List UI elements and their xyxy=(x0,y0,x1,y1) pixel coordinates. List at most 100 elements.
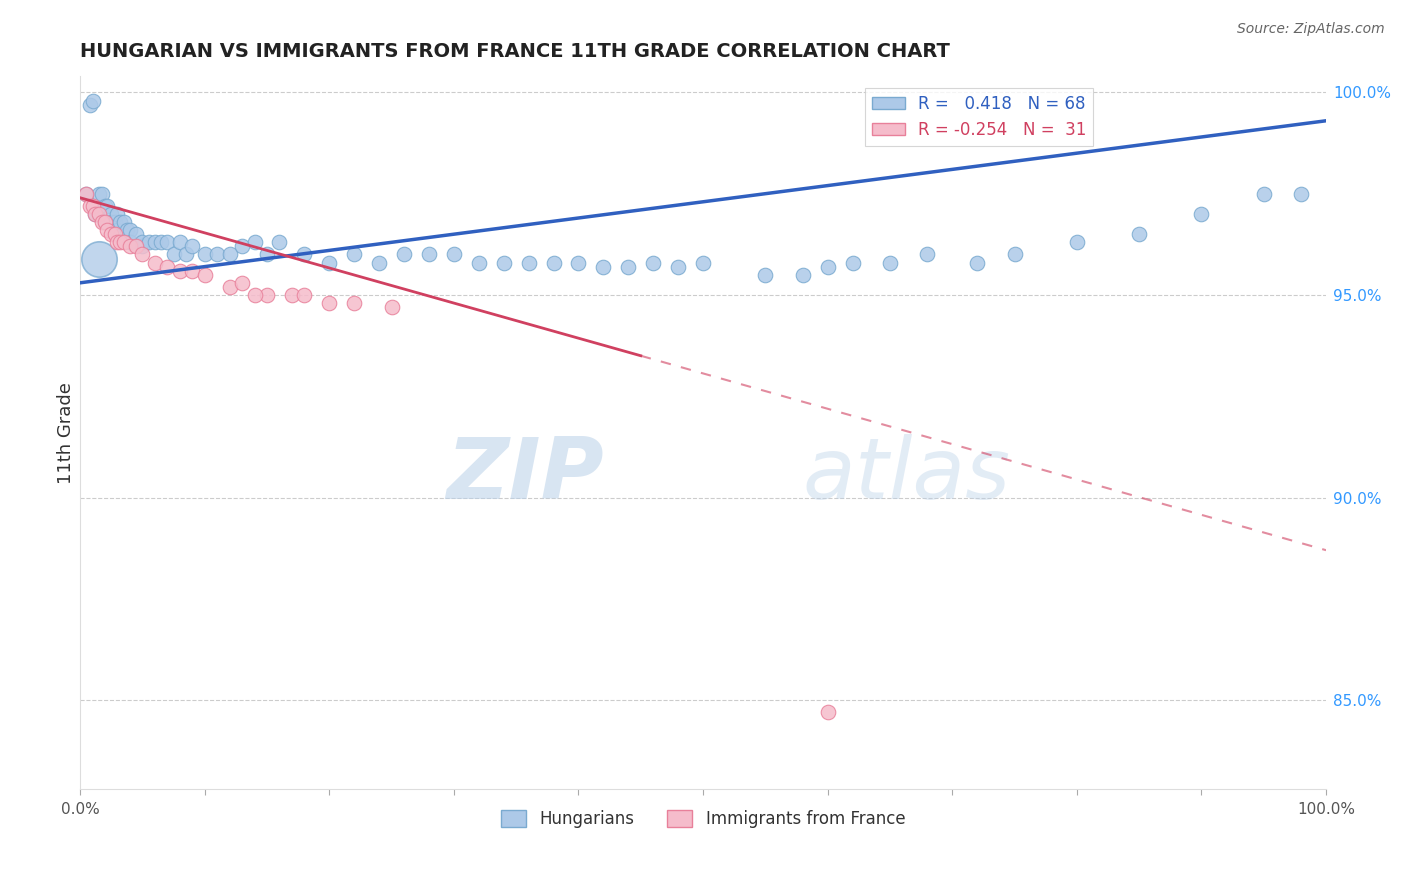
Point xyxy=(174,247,197,261)
Point xyxy=(318,255,340,269)
Point xyxy=(1253,186,1275,201)
Point xyxy=(94,199,117,213)
Point xyxy=(96,223,118,237)
Point xyxy=(82,94,104,108)
Point xyxy=(643,255,665,269)
Point xyxy=(368,255,391,269)
Point xyxy=(107,223,129,237)
Point xyxy=(94,215,117,229)
Text: ZIP: ZIP xyxy=(446,434,603,517)
Point xyxy=(879,255,901,269)
Point xyxy=(94,215,117,229)
Point xyxy=(666,260,689,274)
Y-axis label: 11th Grade: 11th Grade xyxy=(58,382,75,483)
Point xyxy=(231,276,253,290)
Point xyxy=(125,227,148,242)
Point xyxy=(492,255,515,269)
Point xyxy=(96,199,118,213)
Point xyxy=(194,268,217,282)
Point xyxy=(392,247,415,261)
Point xyxy=(104,227,127,242)
Point xyxy=(817,260,839,274)
Point xyxy=(792,268,814,282)
Point xyxy=(87,252,110,266)
Point xyxy=(841,255,863,269)
Point xyxy=(91,215,114,229)
Point xyxy=(617,260,640,274)
Legend: Hungarians, Immigrants from France: Hungarians, Immigrants from France xyxy=(494,803,912,834)
Point xyxy=(205,247,228,261)
Point xyxy=(218,247,240,261)
Point xyxy=(343,296,366,310)
Point xyxy=(380,300,402,314)
Point xyxy=(112,235,135,250)
Point xyxy=(112,215,135,229)
Point xyxy=(100,227,122,242)
Point xyxy=(231,239,253,253)
Point xyxy=(281,288,304,302)
Point xyxy=(75,186,97,201)
Point xyxy=(292,288,315,302)
Text: HUNGARIAN VS IMMIGRANTS FROM FRANCE 11TH GRADE CORRELATION CHART: HUNGARIAN VS IMMIGRANTS FROM FRANCE 11TH… xyxy=(80,42,950,61)
Point xyxy=(169,235,191,250)
Point xyxy=(592,260,614,274)
Point xyxy=(318,296,340,310)
Point xyxy=(118,235,141,250)
Point xyxy=(418,247,440,261)
Point xyxy=(143,235,166,250)
Point xyxy=(79,199,101,213)
Point xyxy=(84,207,107,221)
Point xyxy=(138,235,160,250)
Point xyxy=(156,235,179,250)
Point xyxy=(108,235,131,250)
Point xyxy=(243,288,266,302)
Point xyxy=(143,255,166,269)
Point xyxy=(108,215,131,229)
Point xyxy=(917,247,939,261)
Point xyxy=(966,255,988,269)
Point xyxy=(218,280,240,294)
Point xyxy=(131,239,153,253)
Point xyxy=(1289,186,1312,201)
Point xyxy=(692,255,714,269)
Point xyxy=(131,247,153,261)
Point xyxy=(118,223,141,237)
Point xyxy=(567,255,589,269)
Point xyxy=(243,235,266,250)
Text: Source: ZipAtlas.com: Source: ZipAtlas.com xyxy=(1237,22,1385,37)
Point xyxy=(100,215,122,229)
Point xyxy=(79,97,101,112)
Point xyxy=(131,235,153,250)
Point xyxy=(125,239,148,253)
Point xyxy=(181,239,204,253)
Point xyxy=(1066,235,1088,250)
Point xyxy=(517,255,540,269)
Point xyxy=(269,235,291,250)
Point xyxy=(256,288,278,302)
Point xyxy=(107,235,129,250)
Point xyxy=(87,207,110,221)
Point xyxy=(292,247,315,261)
Point xyxy=(82,199,104,213)
Point xyxy=(118,239,141,253)
Point xyxy=(543,255,565,269)
Point xyxy=(87,186,110,201)
Point xyxy=(162,247,184,261)
Point xyxy=(91,186,114,201)
Point xyxy=(443,247,465,261)
Point xyxy=(150,235,173,250)
Point xyxy=(1004,247,1026,261)
Point xyxy=(107,207,129,221)
Point xyxy=(181,263,204,277)
Point xyxy=(343,247,366,261)
Point xyxy=(84,207,107,221)
Point xyxy=(104,215,127,229)
Point xyxy=(100,207,122,221)
Point xyxy=(754,268,776,282)
Point xyxy=(169,263,191,277)
Text: atlas: atlas xyxy=(803,434,1011,517)
Point xyxy=(1128,227,1150,242)
Point xyxy=(1191,207,1213,221)
Point xyxy=(817,705,839,719)
Point xyxy=(468,255,491,269)
